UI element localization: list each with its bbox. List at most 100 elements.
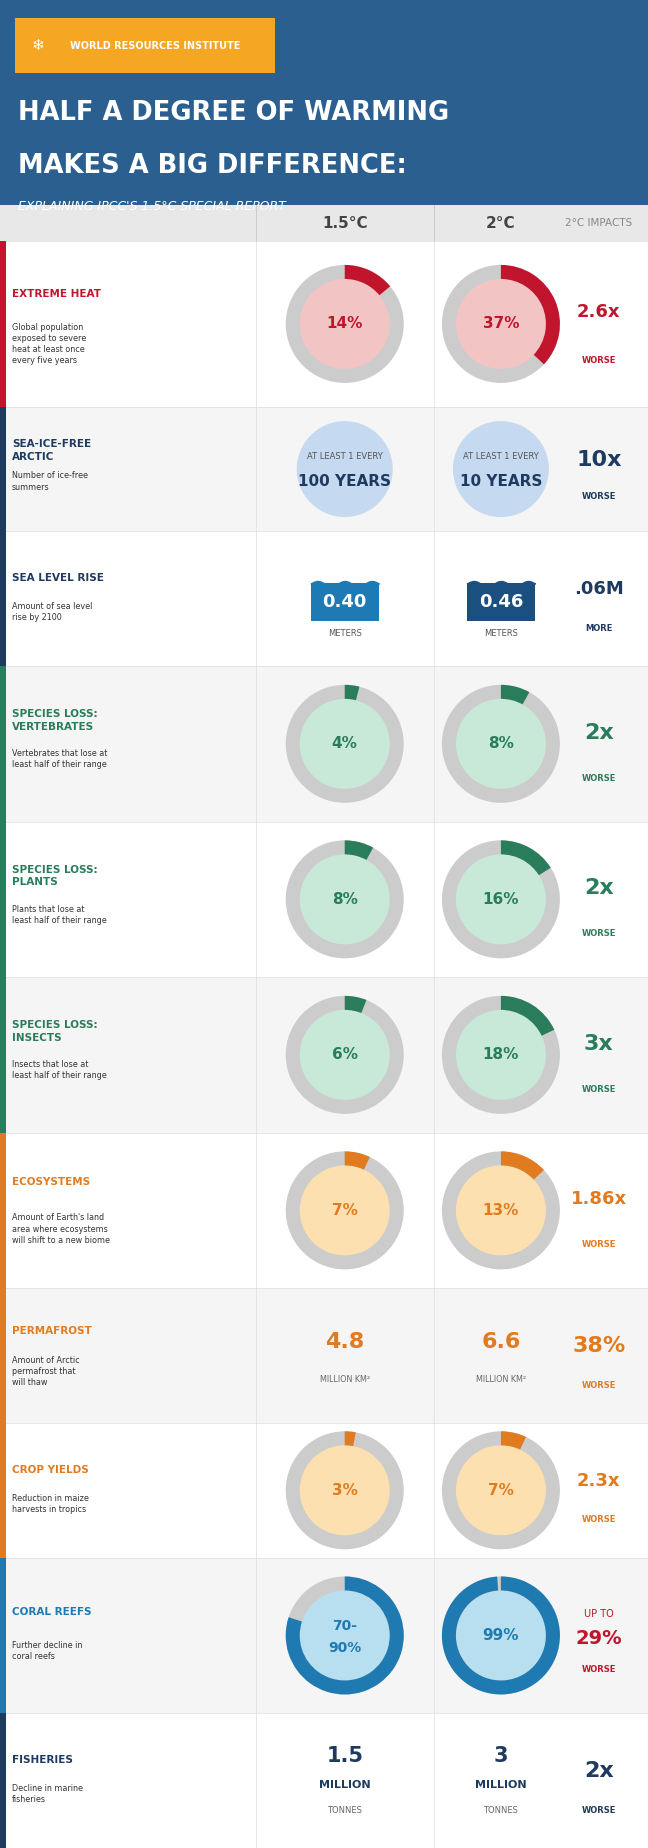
Text: 14%: 14% [327,316,363,331]
Text: Amount of sea level
rise by 2100: Amount of sea level rise by 2100 [12,602,93,623]
Text: 2.3x: 2.3x [577,1471,621,1489]
Text: Reduction in maize
harvests in tropics: Reduction in maize harvests in tropics [12,1493,89,1514]
Wedge shape [442,996,560,1114]
Text: 6.6: 6.6 [481,1332,520,1353]
Wedge shape [345,1432,356,1447]
FancyBboxPatch shape [0,1133,648,1288]
Text: SEA-ICE-FREE
ARCTIC: SEA-ICE-FREE ARCTIC [12,440,91,462]
Circle shape [451,693,551,795]
FancyBboxPatch shape [0,205,648,240]
Wedge shape [442,1432,560,1549]
Text: WORSE: WORSE [581,492,616,501]
FancyBboxPatch shape [467,584,535,621]
FancyBboxPatch shape [311,584,378,621]
FancyBboxPatch shape [0,0,648,205]
Text: 4%: 4% [332,736,358,752]
FancyBboxPatch shape [0,1288,6,1423]
Text: 2°C: 2°C [486,216,516,231]
Text: 2x: 2x [584,723,614,743]
Text: WORSE: WORSE [581,1515,616,1525]
Text: METERS: METERS [328,628,362,638]
Text: 29%: 29% [575,1630,622,1648]
Circle shape [451,1161,551,1260]
Circle shape [295,1586,395,1685]
Text: WORSE: WORSE [581,1240,616,1249]
FancyBboxPatch shape [0,1558,6,1713]
Text: WORSE: WORSE [581,1085,616,1094]
Text: Plants that lose at
least half of their range: Plants that lose at least half of their … [12,906,107,926]
Wedge shape [442,841,560,959]
Text: Insects that lose at
least half of their range: Insects that lose at least half of their… [12,1061,107,1081]
Text: 1.86x: 1.86x [571,1190,627,1209]
FancyBboxPatch shape [0,1133,6,1288]
Circle shape [295,1161,395,1260]
FancyBboxPatch shape [0,530,648,665]
Wedge shape [501,264,560,364]
Text: WORSE: WORSE [581,774,616,782]
Text: 99%: 99% [483,1628,519,1643]
Circle shape [295,1005,395,1105]
Text: WORSE: WORSE [581,357,616,364]
Text: PERMAFROST: PERMAFROST [12,1327,92,1336]
Text: 0.46: 0.46 [479,593,523,612]
Text: 8%: 8% [332,893,358,907]
Text: ❄: ❄ [32,39,44,54]
Text: MILLION KM²: MILLION KM² [319,1375,370,1384]
Circle shape [451,274,551,373]
Text: 10 YEARS: 10 YEARS [459,475,542,490]
Text: 0.40: 0.40 [323,593,367,612]
FancyBboxPatch shape [0,240,648,407]
Text: WORSE: WORSE [581,1380,616,1390]
FancyBboxPatch shape [0,1423,6,1558]
Text: 18%: 18% [483,1048,519,1063]
Wedge shape [286,1151,404,1270]
Text: EXPLAINING IPCC'S 1.5°C SPECIAL REPORT: EXPLAINING IPCC'S 1.5°C SPECIAL REPORT [18,200,286,213]
Text: MILLION: MILLION [319,1780,371,1789]
FancyBboxPatch shape [0,665,648,822]
Circle shape [451,1586,551,1685]
Text: 2.6x: 2.6x [577,303,621,322]
Wedge shape [442,1576,560,1695]
Text: Further decline in
coral reefs: Further decline in coral reefs [12,1641,82,1661]
Circle shape [295,1440,395,1541]
FancyBboxPatch shape [0,978,6,1133]
Text: 3%: 3% [332,1482,358,1499]
Wedge shape [501,686,529,704]
Wedge shape [286,996,404,1114]
Wedge shape [501,841,551,876]
Text: AT LEAST 1 EVERY: AT LEAST 1 EVERY [307,453,382,462]
Text: 3x: 3x [584,1035,614,1053]
Text: 8%: 8% [488,736,514,752]
FancyBboxPatch shape [0,978,648,1133]
Text: WORSE: WORSE [581,930,616,939]
Text: 37%: 37% [483,316,519,331]
FancyBboxPatch shape [0,1713,6,1848]
Text: 38%: 38% [572,1336,625,1356]
Text: 3: 3 [494,1746,508,1767]
FancyBboxPatch shape [0,665,6,822]
FancyBboxPatch shape [0,1423,648,1558]
Wedge shape [286,841,404,959]
Wedge shape [501,1432,526,1449]
Wedge shape [442,264,560,383]
Text: 1.5: 1.5 [326,1746,364,1767]
Text: 4.8: 4.8 [325,1332,364,1353]
FancyBboxPatch shape [0,1288,648,1423]
Text: MAKES A BIG DIFFERENCE:: MAKES A BIG DIFFERENCE: [18,153,407,179]
Text: 1.5°C: 1.5°C [322,216,367,231]
Text: 7%: 7% [488,1482,514,1499]
Text: SPECIES LOSS:
PLANTS: SPECIES LOSS: PLANTS [12,865,98,887]
Wedge shape [345,264,390,296]
Wedge shape [442,1576,560,1695]
Wedge shape [501,1151,544,1179]
Text: UP TO: UP TO [584,1610,614,1619]
Wedge shape [345,996,367,1013]
FancyBboxPatch shape [0,530,6,665]
Text: CROP YIELDS: CROP YIELDS [12,1465,89,1475]
Text: Amount of Arctic
permafrost that
will thaw: Amount of Arctic permafrost that will th… [12,1356,80,1388]
FancyBboxPatch shape [0,407,648,530]
FancyBboxPatch shape [0,822,6,978]
Text: FISHERIES: FISHERIES [12,1756,73,1765]
FancyBboxPatch shape [0,822,648,978]
Text: TONNES: TONNES [327,1805,362,1815]
